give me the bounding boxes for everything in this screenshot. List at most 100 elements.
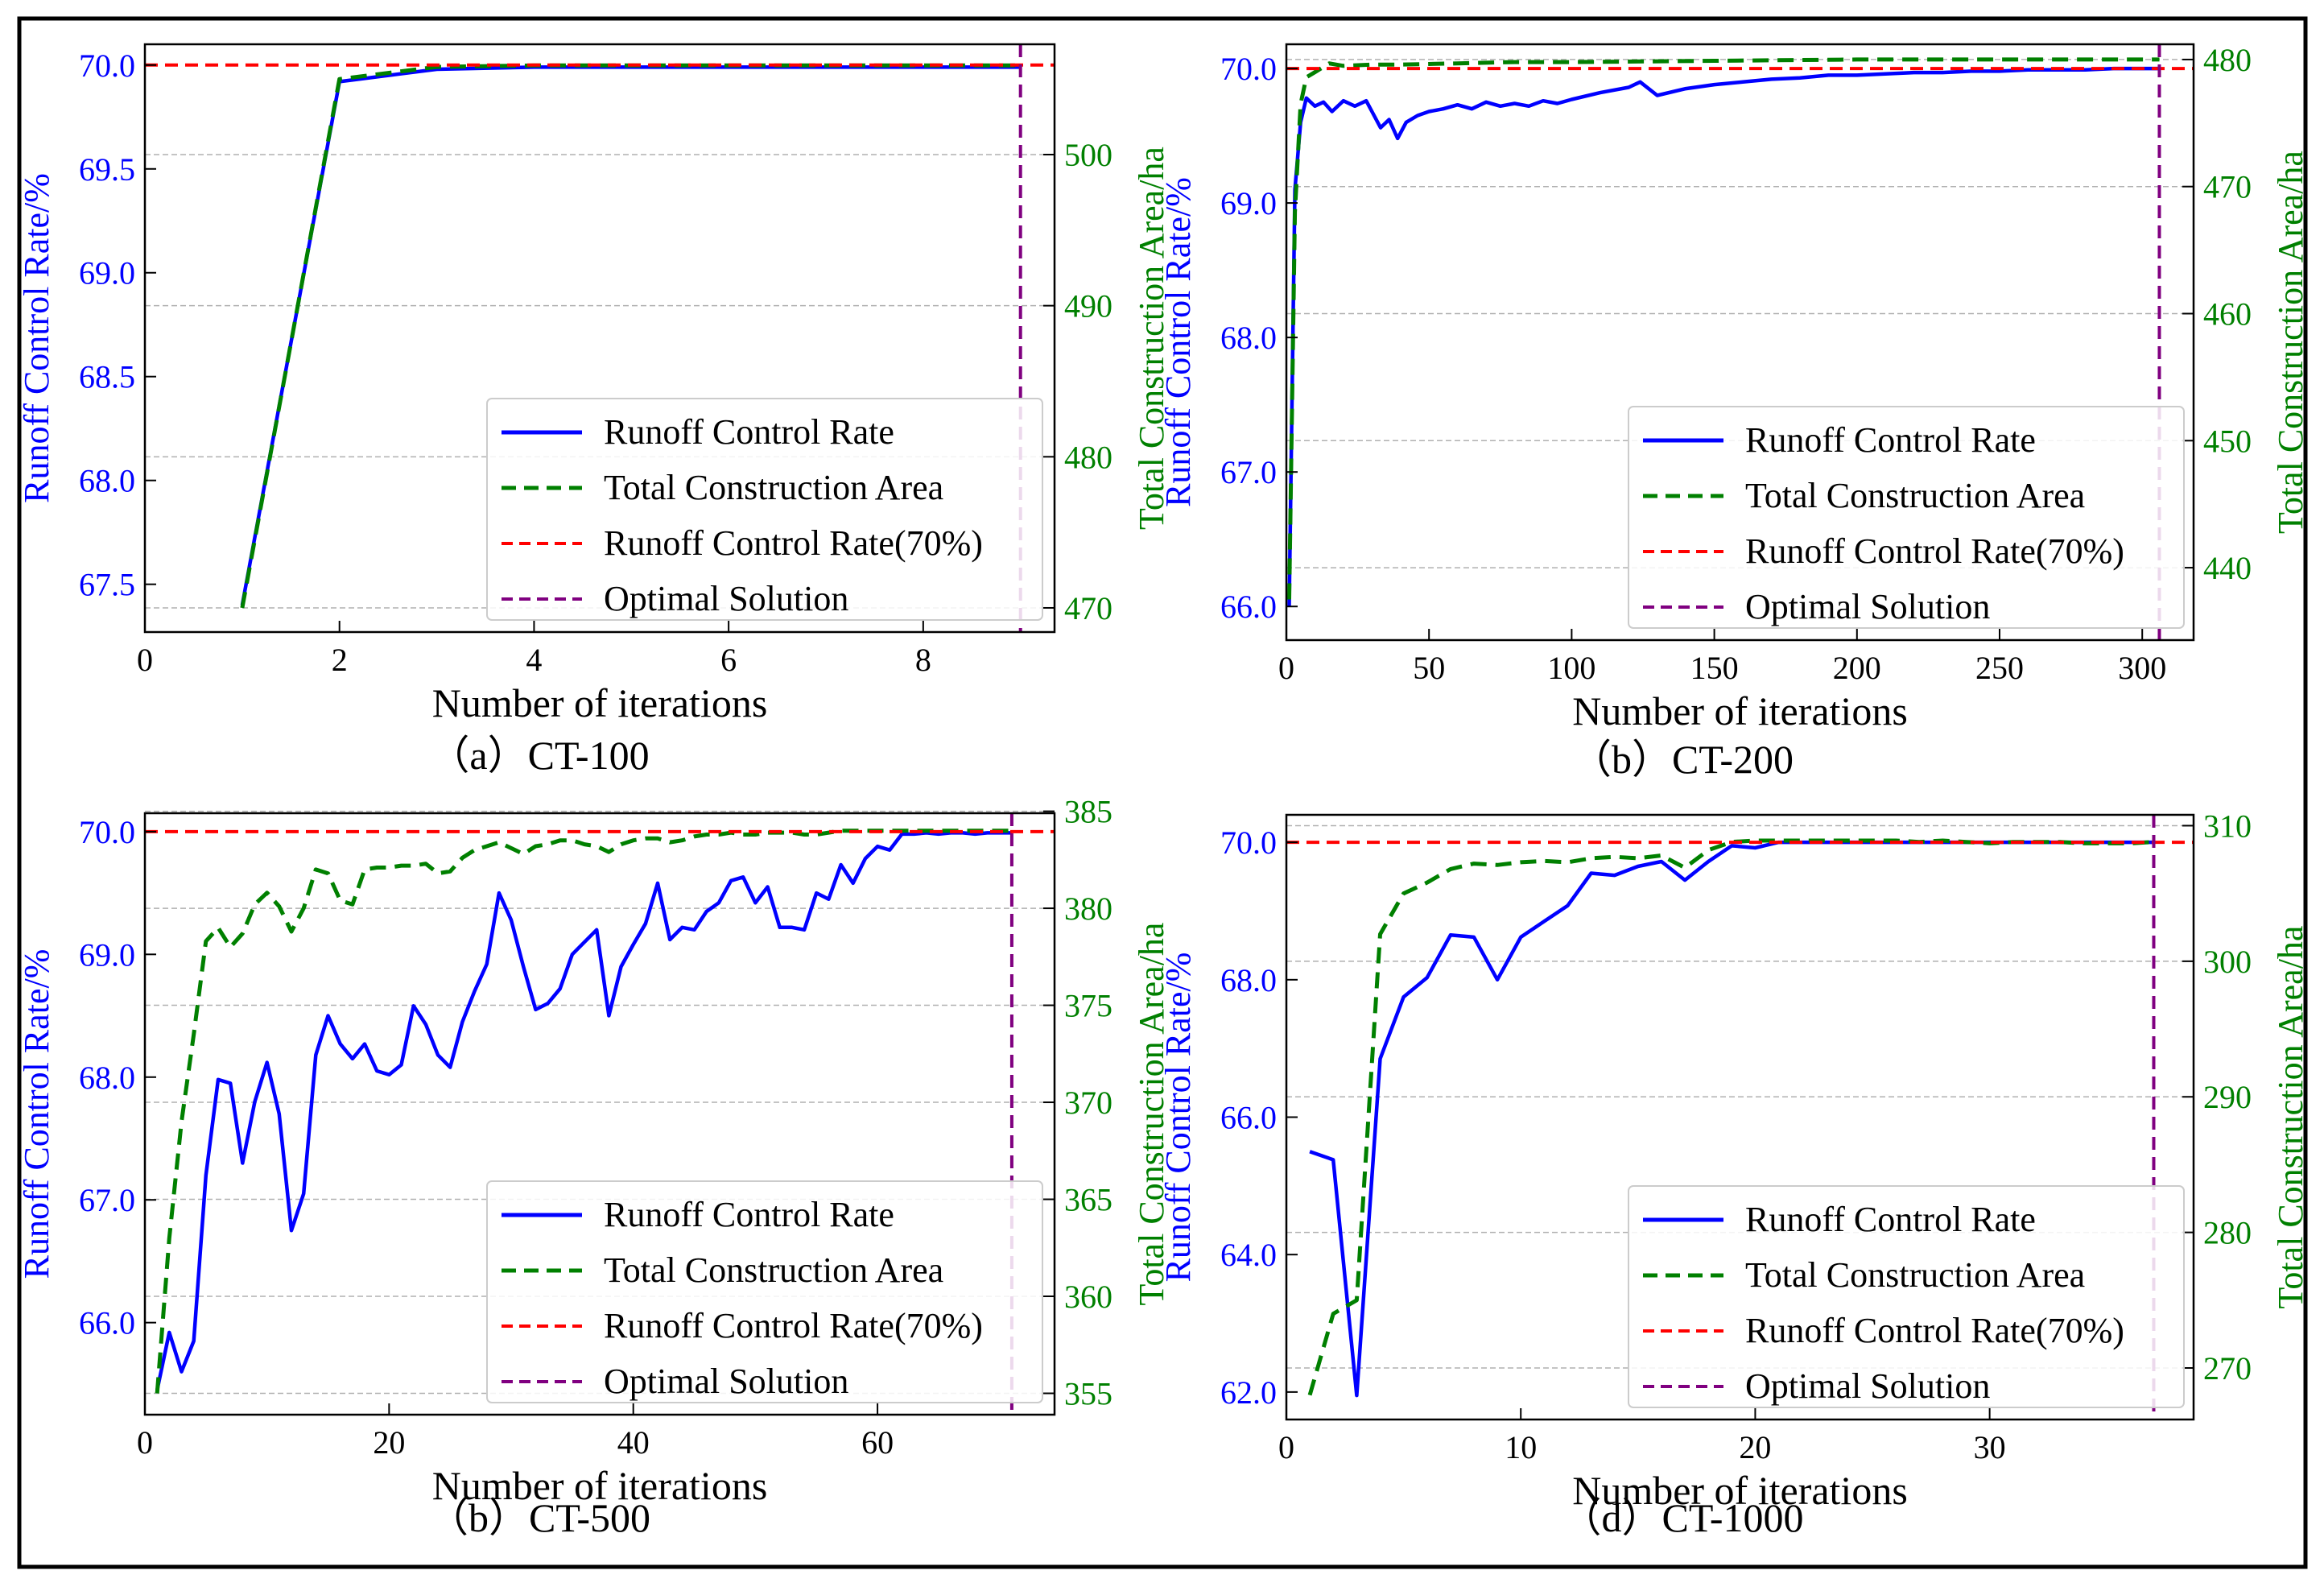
x-tick-label: 6 [720,642,737,678]
x-tick-label: 0 [137,1424,153,1461]
y-right-tick-label: 290 [2203,1079,2252,1115]
y-left-tick-label: 67.0 [1220,454,1277,490]
x-tick-label: 0 [1278,1429,1294,1465]
x-tick-label: 60 [861,1424,894,1461]
chart-panel-2: 0 50 100 150 200 250 300 66.0 67.0 68.0 69.0 70.0 44… [1158,42,2310,782]
y-right-tick-label: 370 [1064,1085,1112,1121]
y-left-tick-label: 66.0 [1220,589,1277,625]
y-left-tick-label: 62.0 [1220,1374,1277,1411]
panel-caption: （d）CT-1000 [1562,1495,1804,1540]
x-axis-label: Number of iterations [432,1463,768,1508]
panel-caption: （b）CT-200 [1571,737,1794,782]
x-tick-label: 30 [1974,1429,2006,1465]
y-left-tick-label: 66.0 [1220,1100,1277,1136]
legend-label: Total Construction Area [1745,476,2085,515]
x-tick-label: 50 [1413,650,1445,686]
y-left-tick-label: 68.5 [79,359,135,395]
y-right-axis-label: Total Construction Area/ha [2271,926,2310,1309]
y-left-axis-label: Runoff Control Rate/% [1158,953,1198,1283]
y-right-tick-label: 365 [1064,1182,1112,1218]
y-right-axis-label: Total Construction Area/ha [1132,923,1171,1306]
y-left-tick-label: 64.0 [1220,1237,1277,1273]
x-tick-label: 150 [1690,650,1739,686]
construction-area-line [1287,57,2160,600]
legend-box [486,1180,1043,1403]
x-tick-label: 200 [1833,650,1881,686]
panel-caption: （b）CT-500 [428,1495,650,1540]
y-left-axis-label: Runoff Control Rate/% [17,949,56,1279]
y-left-tick-label: 70.0 [79,814,135,850]
y-right-tick-label: 450 [2203,423,2252,459]
y-right-tick-label: 470 [2203,169,2252,205]
x-tick-label: 100 [1547,650,1595,686]
y-left-tick-label: 67.0 [79,1182,135,1218]
y-left-tick-label: 66.0 [79,1305,135,1341]
legend-box [1628,406,2185,629]
figure-outer-frame [17,16,2308,1569]
y-right-axis-label: Total Construction Area/ha [2271,151,2310,534]
y-left-tick-label: 68.0 [79,463,135,499]
y-right-tick-label: 270 [2203,1350,2252,1386]
y-left-tick-label: 67.5 [79,567,135,603]
legend-box [1628,1185,2185,1408]
panel-caption: （a）CT-100 [429,733,649,778]
legend-label: Runoff Control Rate [1745,420,2036,460]
y-left-tick-label: 70.0 [1220,51,1277,87]
y-right-tick-label: 480 [1064,439,1112,475]
y-right-tick-label: 355 [1064,1375,1112,1411]
y-right-axis-label: Total Construction Area/ha [1132,147,1171,530]
y-right-tick-label: 280 [2203,1215,2252,1251]
x-tick-label: 0 [137,642,153,678]
legend-label: Runoff Control Rate(70%) [1745,1311,2124,1350]
y-right-tick-label: 360 [1064,1279,1112,1315]
y-right-tick-label: 380 [1064,891,1112,927]
x-tick-label: 8 [915,642,931,678]
legend-label: Runoff Control Rate [604,412,894,452]
y-right-tick-label: 480 [2203,42,2252,78]
legend: Runoff Control Rate Total Construction Ar… [1628,406,2185,629]
y-right-tick-label: 300 [2203,944,2252,980]
x-tick-label: 40 [617,1424,650,1461]
legend: Runoff Control Rate Total Construction Ar… [1628,1185,2185,1408]
x-axis-label: Number of iterations [1572,1468,1908,1513]
x-tick-label: 300 [2118,650,2166,686]
plot-frame [1285,43,2195,642]
y-right-tick-label: 490 [1064,288,1112,324]
y-left-tick-label: 69.0 [79,936,135,973]
y-left-axis-label: Runoff Control Rate/% [1158,177,1198,507]
y-right-tick-label: 460 [2203,295,2252,332]
runoff-rate-line [1287,66,2160,607]
y-right-tick-label: 470 [1064,590,1112,626]
y-left-tick-label: 68.0 [1220,320,1277,356]
chart-panel-4: 0 10 20 30 62.0 64.0 66.0 68.0 70.0 270 280 290 300 3… [1158,808,2310,1540]
legend-label: Total Construction Area [604,1250,943,1290]
x-tick-label: 10 [1505,1429,1537,1465]
y-left-tick-label: 70.0 [1220,824,1277,861]
y-left-tick-label: 68.0 [1220,962,1277,998]
plot-frame [143,812,1056,1416]
y-left-tick-label: 69.0 [79,255,135,291]
legend: Runoff Control Rate Total Construction Ar… [486,1180,1043,1403]
x-tick-label: 250 [1975,650,2024,686]
legend-label: Total Construction Area [604,468,943,507]
y-right-tick-label: 440 [2203,550,2252,586]
legend-label: Runoff Control Rate(70%) [604,1306,983,1345]
y-left-tick-label: 68.0 [79,1060,135,1096]
x-tick-label: 2 [332,642,348,678]
legend-label: Optimal Solution [604,579,848,618]
y-right-tick-label: 375 [1064,988,1112,1024]
y-right-tick-label: 310 [2203,808,2252,844]
legend-label: Runoff Control Rate [604,1195,894,1234]
x-tick-label: 4 [526,642,542,678]
plot-frame [143,43,1056,634]
construction-area-line [155,829,1012,1394]
legend-label: Total Construction Area [1745,1255,2085,1295]
x-tick-label: 20 [1739,1429,1771,1465]
runoff-rate-line [155,831,1012,1391]
chart-panel-3: 0 20 40 60 66.0 67.0 68.0 69.0 70.0 355 360 365 370 3… [17,794,1171,1540]
y-right-tick-label: 385 [1064,794,1112,830]
y-left-tick-label: 69.0 [1220,185,1277,221]
chart-panel-1: 0 2 4 6 8 67.5 68.0 68.5 69.0 69.5 70.0 470 480 490 50… [17,43,1171,778]
